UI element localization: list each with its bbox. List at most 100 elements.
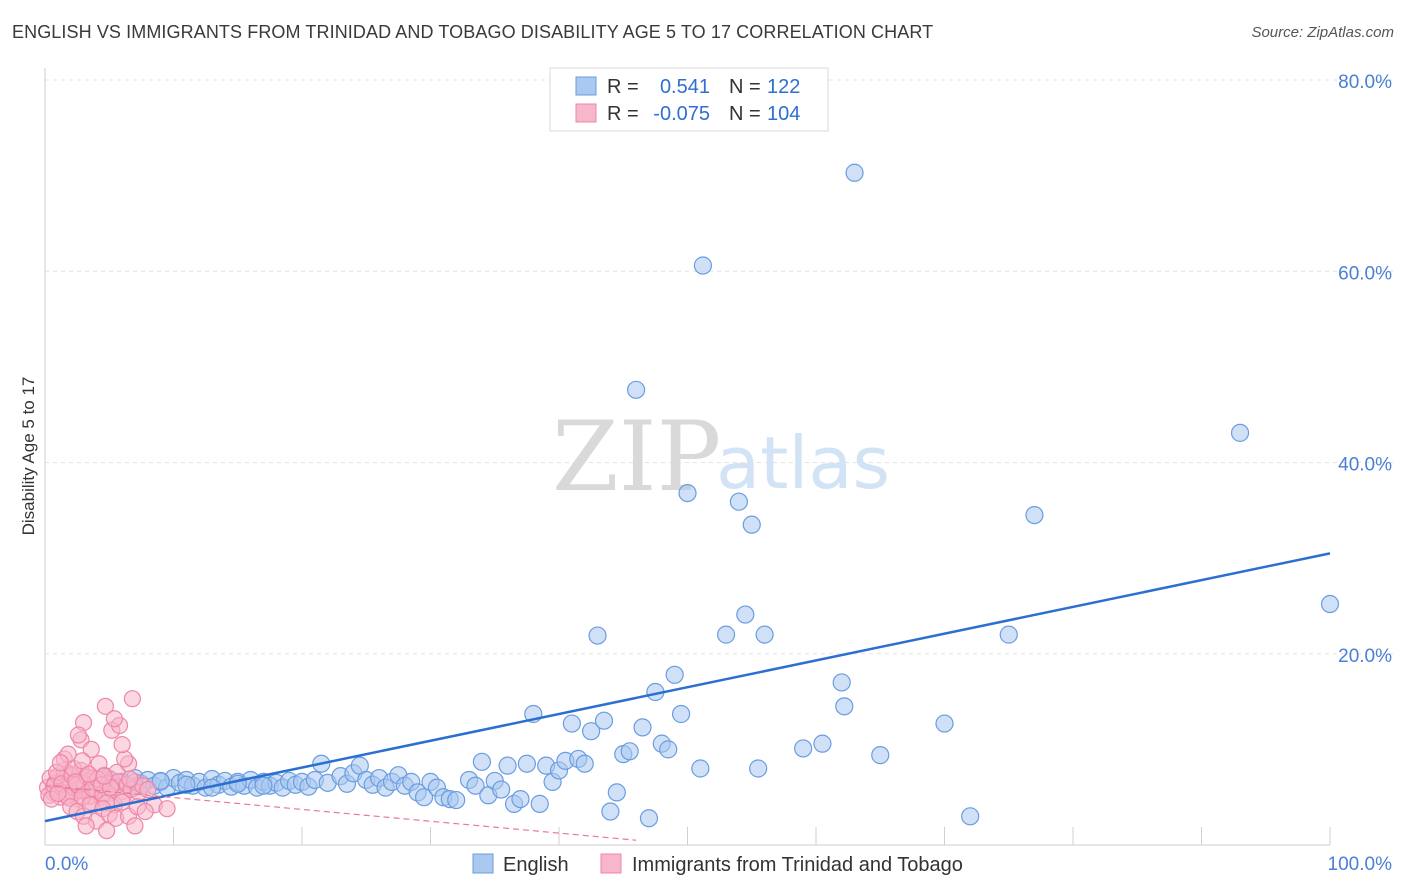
x-tick-label-0: 0.0% (45, 854, 88, 875)
english-point-121 (999, 625, 1018, 644)
english-point-101 (659, 740, 678, 759)
english-point-76 (498, 756, 517, 775)
english-point-119 (935, 714, 954, 733)
legend-box: R = 0.541 N = 122 R = -0.075 N = 104 (549, 67, 829, 132)
english-point-108 (729, 492, 749, 511)
bottom-legend-immigrant-swatch (600, 853, 622, 874)
immigrant-point-88 (116, 750, 134, 768)
legend-immigrant-n-label: N = (729, 103, 761, 125)
y-tick-label-3: 80.0% (1338, 72, 1392, 93)
immigrant-point-89 (51, 754, 70, 772)
english-point-78 (511, 789, 530, 809)
immigrant-point-98 (136, 802, 154, 821)
english-point-46 (228, 774, 247, 793)
english-point-91 (594, 711, 614, 730)
immigrant-trend-line (44, 785, 637, 841)
english-point-124 (1320, 594, 1340, 614)
immigrant-point-73 (77, 817, 95, 835)
legend-english-swatch (575, 76, 597, 96)
immigrant-point-87 (69, 726, 88, 744)
y-tick-label-0: 20.0% (1338, 646, 1392, 667)
english-point-69 (447, 790, 466, 810)
immigrant-point-99 (67, 773, 85, 791)
english-point-102 (665, 665, 684, 684)
watermark-atlas: atlas (716, 421, 890, 505)
legend-immigrant-r-value: -0.075 (653, 103, 710, 125)
immigrant-points (38, 690, 176, 840)
english-point-86 (562, 714, 581, 733)
chart-title: ENGLISH VS IMMIGRANTS FROM TRINIDAD AND … (12, 22, 934, 42)
english-point-106 (693, 256, 713, 275)
english-point-89 (582, 722, 601, 741)
immigrant-point-80 (82, 740, 100, 758)
english-point-44 (177, 775, 196, 794)
bottom-legend: English Immigrants from Trinidad and Tob… (472, 853, 963, 876)
y-tick-label-2: 60.0% (1338, 263, 1392, 284)
english-point-115 (832, 673, 851, 692)
english-point-109 (736, 605, 755, 624)
immigrant-point-102 (49, 784, 67, 802)
english-point-103 (671, 704, 691, 724)
english-point-72 (472, 752, 491, 771)
english-point-98 (639, 809, 659, 828)
immigrant-point-103 (121, 770, 139, 788)
english-point-112 (755, 625, 774, 644)
legend-english-r-value: 0.541 (660, 76, 710, 98)
grid (45, 79, 1395, 655)
axes (44, 68, 1331, 846)
english-point-64 (414, 788, 434, 807)
immigrant-point-90 (96, 697, 114, 715)
english-point-90 (588, 626, 607, 645)
immigrant-point-91 (123, 690, 141, 708)
bottom-legend-english-label: English (503, 854, 569, 876)
immigrant-point-97 (158, 800, 176, 818)
immigrant-point-74 (98, 822, 116, 840)
immigrant-point-92 (105, 710, 123, 728)
legend-english-n-value: 122 (767, 76, 800, 98)
english-points (48, 163, 1340, 828)
english-point-118 (871, 746, 890, 765)
english-point-75 (492, 780, 511, 799)
immigrant-point-101 (95, 767, 113, 785)
watermark: ZIP atlas (552, 401, 890, 513)
bottom-legend-immigrant-label: Immigrants from Trinidad and Tobago (632, 854, 963, 876)
english-point-71 (466, 776, 485, 795)
english-point-120 (961, 807, 980, 826)
english-point-43 (151, 771, 170, 791)
english-point-81 (530, 794, 549, 813)
legend-immigrant-swatch (575, 103, 597, 123)
english-point-96 (626, 380, 646, 399)
english-point-111 (749, 759, 768, 778)
english-point-122 (1025, 505, 1044, 525)
legend-english-n-label: N = (729, 76, 761, 98)
immigrant-point-72 (113, 793, 131, 811)
english-point-117 (845, 163, 864, 182)
english-point-110 (742, 515, 761, 534)
immigrant-point-100 (80, 765, 98, 783)
english-point-107 (716, 625, 736, 644)
english-point-93 (607, 783, 626, 802)
english-point-105 (691, 759, 710, 778)
english-point-79 (517, 754, 536, 773)
english-point-104 (678, 484, 697, 503)
english-trend-line (44, 552, 1331, 823)
y-tick-labels: 20.0% 40.0% 60.0% 80.0% (1338, 72, 1392, 667)
immigrant-point-94 (113, 735, 131, 754)
immigrant-point-60 (139, 780, 157, 799)
legend-immigrant-n-value: 104 (767, 103, 800, 125)
english-point-123 (1230, 423, 1250, 442)
english-point-113 (794, 739, 813, 758)
english-point-95 (620, 742, 639, 761)
english-point-92 (601, 802, 620, 821)
source-label: Source: ZipAtlas.com (1251, 24, 1394, 41)
x-tick-labels: 0.0% 100.0% (45, 854, 1392, 875)
legend-immigrant-r-label: R = (607, 103, 639, 125)
trend-lines (44, 552, 1331, 841)
immigrant-point-76 (126, 817, 144, 835)
x-tick-label-1: 100.0% (1328, 854, 1393, 875)
y-axis-label: Disability Age 5 to 17 (19, 377, 38, 536)
english-point-116 (835, 697, 854, 716)
english-point-97 (633, 718, 652, 737)
english-point-88 (575, 754, 594, 773)
